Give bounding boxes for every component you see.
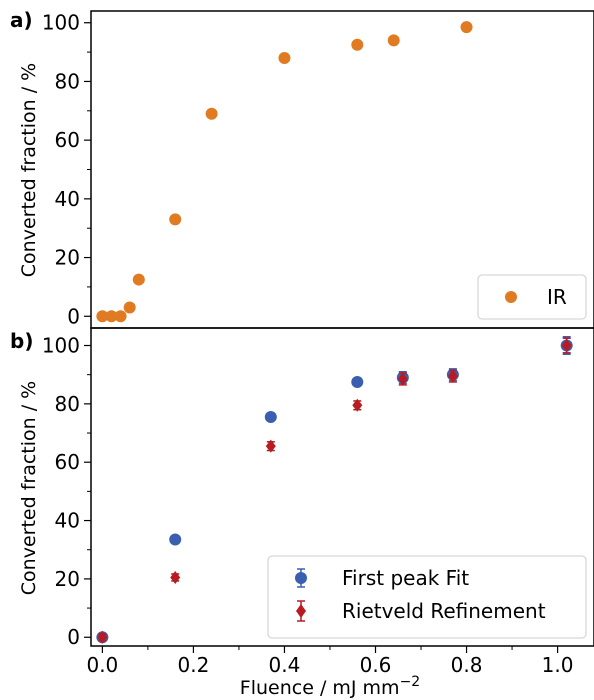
- y-tick-label: 0: [67, 304, 80, 328]
- panel-b-frame: [90, 327, 594, 647]
- x-tick-label: 1.0: [542, 653, 574, 677]
- legend-marker-ir: [505, 291, 517, 303]
- y-tick-label: 80: [55, 392, 80, 416]
- data-point-circle: [132, 273, 145, 286]
- data-point-circle: [123, 301, 136, 314]
- panel-a-y-axis-label: Converted fraction / %: [18, 63, 40, 277]
- data-point-circle: [114, 310, 127, 323]
- panel-a-label: a): [10, 8, 33, 32]
- data-point-circle: [96, 310, 109, 323]
- data-point-circle: [169, 533, 182, 546]
- data-point-circle: [205, 107, 218, 120]
- panel-b-ticks: 0 20 40 60 80 100 0.0 0.2 0.4 0.6 0.8 1.0: [42, 334, 574, 677]
- x-tick-label: 0.6: [360, 653, 392, 677]
- y-tick-label: 100: [42, 334, 80, 358]
- y-tick-label: 100: [42, 11, 80, 35]
- x-axis-label: Fluence / mJ mm−2: [240, 674, 420, 699]
- panel-b-marks: [96, 336, 573, 644]
- panel-a-ticks: 0 20 40 60 80 100: [42, 11, 91, 328]
- data-point-circle: [278, 51, 291, 64]
- legend-label-rietveld: Rietveld Refinement: [342, 599, 546, 623]
- panel-a: 0 20 40 60 80 100 a) Converted fraction / % I…: [10, 8, 594, 329]
- data-point-diamond: [170, 570, 181, 584]
- x-tick-label: 0.0: [86, 653, 118, 677]
- data-point-diamond: [97, 630, 108, 644]
- y-tick-label: 40: [55, 187, 80, 211]
- x-axis-label-main: Fluence / mJ mm: [240, 677, 400, 699]
- data-point-circle: [460, 21, 473, 34]
- x-tick-label: 0.8: [451, 653, 483, 677]
- legend-label-ir: IR: [547, 285, 567, 309]
- data-point-circle: [105, 310, 118, 323]
- y-tick-label: 20: [55, 567, 80, 591]
- panel-b-label: b): [10, 329, 33, 353]
- y-tick-label: 40: [55, 509, 80, 533]
- y-tick-label: 80: [55, 69, 80, 93]
- data-point-circle: [351, 38, 364, 51]
- panel-b-y-axis-label: Converted fraction / %: [18, 381, 40, 595]
- legend-marker-first-peak-fit: [295, 568, 307, 588]
- data-point-circle: [351, 375, 364, 388]
- data-point-diamond: [561, 339, 572, 353]
- data-point-circle: [387, 34, 400, 47]
- legend-label-first-peak-fit: First peak Fit: [342, 566, 469, 590]
- data-point-diamond: [397, 372, 408, 386]
- data-point-diamond: [265, 439, 276, 453]
- x-tick-label: 0.2: [178, 653, 210, 677]
- legend-marker-rietveld: [296, 600, 306, 622]
- legend-frame: [477, 274, 587, 320]
- y-tick-label: 60: [55, 128, 80, 152]
- x-tick-label: 0.4: [269, 653, 301, 677]
- y-tick-label: 20: [55, 246, 80, 270]
- panel-b-legend: First peak Fit Rietveld Refinement: [267, 555, 587, 639]
- data-point-circle: [264, 410, 277, 423]
- panel-a-legend: IR: [477, 274, 587, 320]
- panel-b: 0 20 40 60 80 100 0.0 0.2 0.4 0.6 0.8 1.0 b) Conver…: [10, 327, 594, 699]
- data-point-diamond: [447, 369, 458, 383]
- y-tick-label: 60: [55, 450, 80, 474]
- data-point-circle: [169, 213, 182, 226]
- data-point-diamond: [352, 398, 363, 412]
- y-tick-label: 0: [67, 625, 80, 649]
- x-axis-label-superscript: −2: [400, 674, 421, 690]
- panel-a-marks: [96, 21, 473, 323]
- legend-frame: [267, 555, 587, 639]
